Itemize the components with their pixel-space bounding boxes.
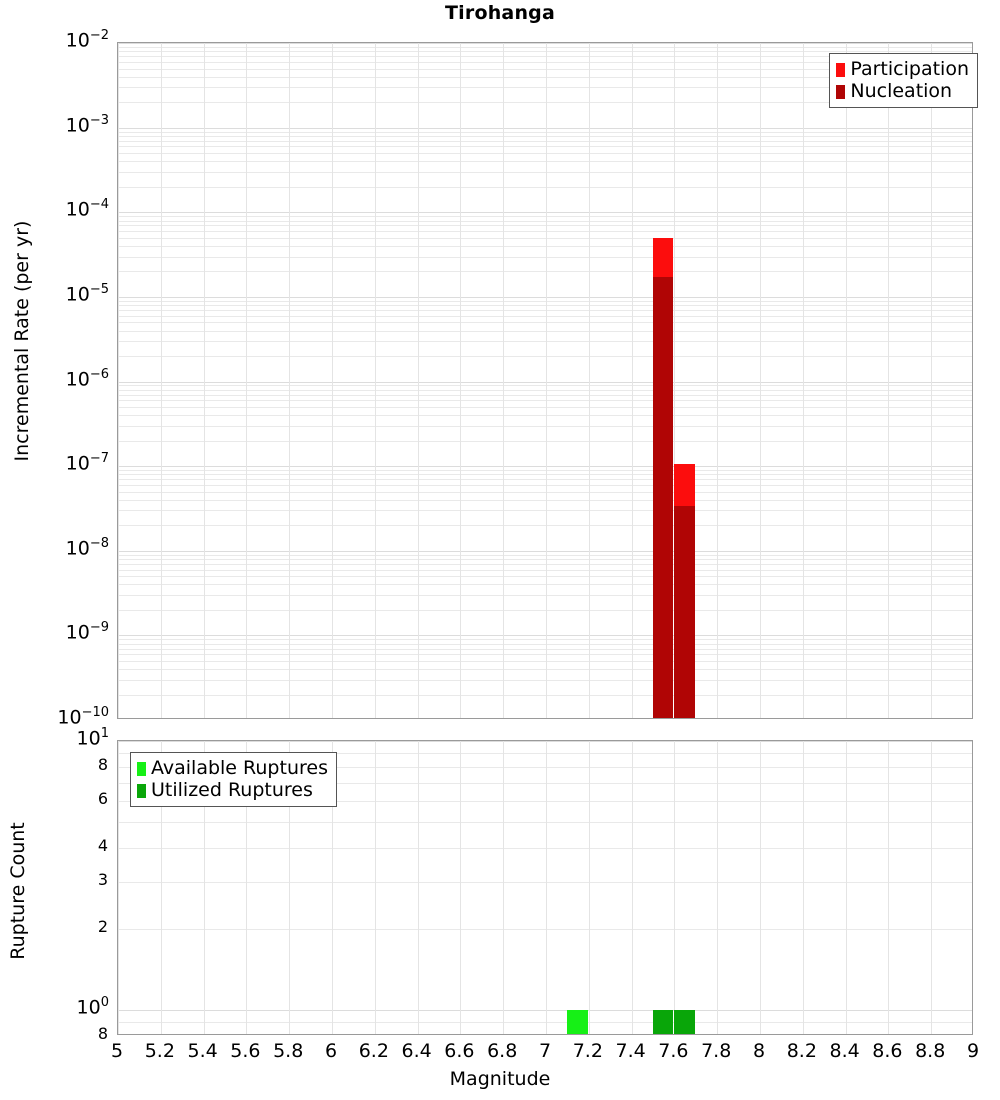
count-y-minor-tick-label: 3 bbox=[97, 869, 108, 889]
participation-swatch-icon bbox=[836, 62, 846, 77]
legend-label-utilized-ruptures: Utilized Ruptures bbox=[151, 779, 313, 801]
available-ruptures-swatch-icon bbox=[137, 761, 146, 776]
nucleation-segment bbox=[653, 277, 674, 718]
x-tick-label: 6 bbox=[324, 1040, 338, 1062]
x-tick-label: 6.4 bbox=[401, 1040, 432, 1062]
legend-item-participation: Participation bbox=[836, 60, 969, 79]
incremental-rate-plot bbox=[117, 42, 973, 719]
x-tick-label: 8.6 bbox=[872, 1040, 903, 1062]
rate-y-tick-label: 10−5 bbox=[65, 281, 109, 306]
legend-item-nucleation: Nucleation bbox=[836, 82, 969, 101]
x-tick-label: 8 bbox=[752, 1040, 766, 1062]
x-tick-label: 8.2 bbox=[786, 1040, 817, 1062]
count-y-minor-tick-label: 8 bbox=[97, 1024, 108, 1043]
count-y-minor-tick-label: 6 bbox=[97, 788, 108, 808]
x-tick-label: 6.2 bbox=[358, 1040, 389, 1062]
count-y-tick-label: 100 bbox=[76, 994, 109, 1019]
available-ruptures-bar bbox=[567, 1009, 588, 1034]
x-tick-label: 5.8 bbox=[273, 1040, 304, 1062]
nucleation-swatch-icon bbox=[836, 84, 846, 99]
x-tick-label: 7.2 bbox=[572, 1040, 603, 1062]
legend-item-utilized-ruptures: Utilized Ruptures bbox=[137, 781, 328, 800]
x-tick-label: 9 bbox=[966, 1040, 980, 1062]
rate-y-tick-label: 10−4 bbox=[65, 197, 109, 221]
x-tick-label: 6.6 bbox=[444, 1040, 475, 1062]
legend-label-nucleation: Nucleation bbox=[850, 80, 953, 102]
legend-item-available-ruptures: Available Ruptures bbox=[137, 759, 328, 778]
x-tick-label: 5 bbox=[110, 1040, 124, 1062]
x-axis-title: Magnitude bbox=[449, 1068, 551, 1090]
count-bars-layer bbox=[118, 741, 972, 1034]
x-tick-label: 6.8 bbox=[487, 1040, 518, 1062]
rate-bar bbox=[653, 237, 674, 718]
x-tick-label: 7 bbox=[538, 1040, 552, 1062]
count-y-minor-tick-label: 8 bbox=[97, 755, 108, 775]
legend-label-participation: Participation bbox=[850, 58, 969, 80]
rate-legend: Participation Nucleation bbox=[829, 53, 978, 108]
x-tick-label: 8.8 bbox=[915, 1040, 946, 1062]
rate-y-tick-label: 10−10 bbox=[57, 705, 109, 729]
count-y-minor-tick-label: 2 bbox=[97, 916, 108, 936]
rate-y-tick-label: 10−7 bbox=[65, 451, 109, 475]
utilized-ruptures-bar bbox=[674, 1009, 695, 1034]
count-legend: Available Ruptures Utilized Ruptures bbox=[130, 752, 337, 807]
rate-y-tick-label: 10−3 bbox=[65, 112, 109, 136]
participation-segment bbox=[674, 464, 695, 506]
count-y-minor-tick-label: 4 bbox=[97, 836, 108, 856]
x-tick-label: 7.6 bbox=[658, 1040, 689, 1062]
x-tick-label: 5.4 bbox=[187, 1040, 218, 1062]
rate-y-axis-title: Incremental Rate (per yr) bbox=[11, 220, 33, 462]
x-tick-label: 5.6 bbox=[230, 1040, 261, 1062]
rate-bar bbox=[674, 464, 695, 718]
rate-y-tick-label: 10−9 bbox=[65, 620, 109, 644]
rate-bars-layer bbox=[118, 43, 972, 718]
x-tick-label: 5.2 bbox=[144, 1040, 175, 1062]
legend-label-available-ruptures: Available Ruptures bbox=[151, 757, 328, 779]
page-title: Tirohanga bbox=[445, 2, 555, 24]
count-y-axis-title: Rupture Count bbox=[7, 822, 29, 960]
nucleation-segment bbox=[674, 505, 695, 718]
x-tick-label: 8.4 bbox=[829, 1040, 860, 1062]
rate-y-tick-label: 10−6 bbox=[65, 366, 109, 390]
count-y-tick-label: 101 bbox=[76, 726, 109, 750]
rate-y-tick-label: 10−8 bbox=[65, 535, 109, 560]
rate-gridlines bbox=[118, 43, 972, 718]
x-tick-label: 7.8 bbox=[701, 1040, 732, 1062]
x-tick-label: 7.4 bbox=[615, 1040, 646, 1062]
utilized-ruptures-bar bbox=[653, 1009, 674, 1034]
participation-segment bbox=[653, 237, 674, 278]
rate-y-tick-label: 10−2 bbox=[65, 28, 109, 52]
count-gridlines bbox=[118, 741, 972, 1034]
utilized-ruptures-swatch-icon bbox=[137, 783, 146, 798]
